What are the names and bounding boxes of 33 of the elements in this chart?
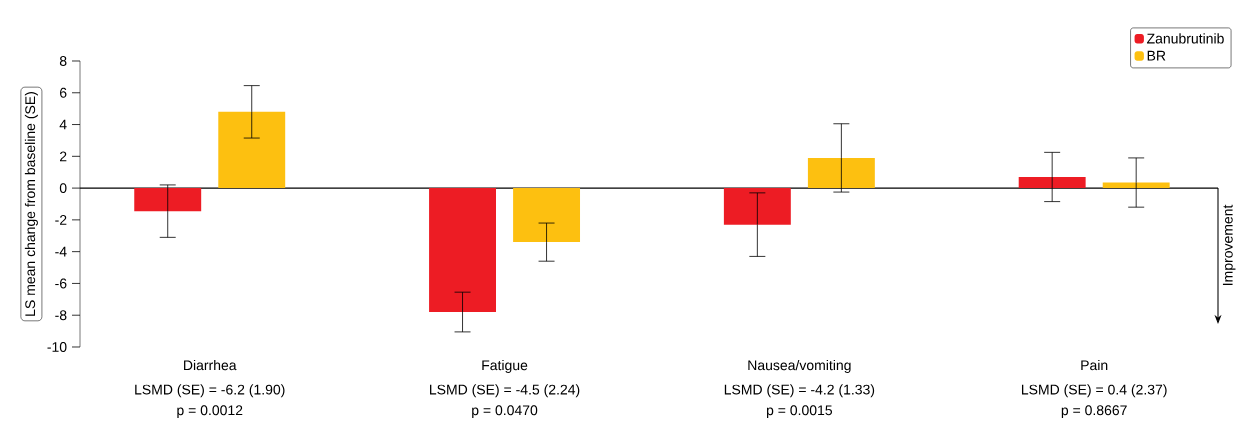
bar: [1018, 176, 1086, 189]
y-axis-title: LS mean change from baseline (SE): [24, 92, 38, 316]
legend-label: Zanubrutinib: [1147, 33, 1224, 44]
y-tick-label: -4: [55, 246, 67, 257]
text: p = 0.8667: [1061, 405, 1127, 418]
y-tick-label: -2: [55, 215, 67, 225]
y-tick-label: 0: [59, 183, 67, 194]
y-tick-label: -8: [55, 310, 67, 321]
text: p = 0.0012: [177, 405, 243, 418]
bar: [807, 157, 875, 189]
legend-label: BR: [1147, 50, 1166, 61]
text: LSMD (SE) = 0.4 (2.37): [1022, 384, 1167, 398]
y-tick-label: 8: [59, 56, 67, 66]
bar: [723, 188, 791, 225]
y-tick-label: 6: [60, 87, 67, 98]
text: Improvement: [1222, 204, 1236, 285]
y-tick-label: 2: [60, 151, 67, 162]
text: LSMD (SE) = -4.2 (1.33): [724, 384, 875, 398]
x-tick-label: Nausea/vomiting: [748, 359, 851, 373]
y-tick-label: 4: [59, 119, 67, 130]
bar: [513, 188, 581, 243]
bar: [134, 188, 202, 212]
bar: [218, 111, 286, 189]
text: p = 0.0470: [472, 405, 538, 418]
bar: [429, 188, 496, 313]
text: LSMD (SE) = -6.2 (1.90): [135, 384, 285, 398]
x-tick-label: Diarrhea: [184, 359, 237, 371]
y-tick-label: -10: [47, 342, 67, 352]
x-tick-label: Fatigue: [482, 359, 528, 373]
text: p = 0.0015: [766, 405, 833, 418]
x-tick-label: Pain: [1081, 359, 1108, 371]
text: LSMD (SE) = -4.5 (2.24): [430, 384, 580, 398]
y-tick-label: -6: [55, 278, 67, 289]
